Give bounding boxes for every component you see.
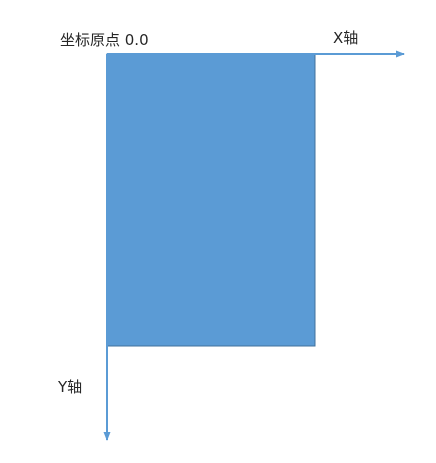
y-axis-label: Y轴 <box>58 378 83 396</box>
blue-rectangle <box>106 53 316 347</box>
x-axis-label: X轴 <box>333 29 359 47</box>
origin-label: 坐标原点 0.0 <box>60 31 149 49</box>
